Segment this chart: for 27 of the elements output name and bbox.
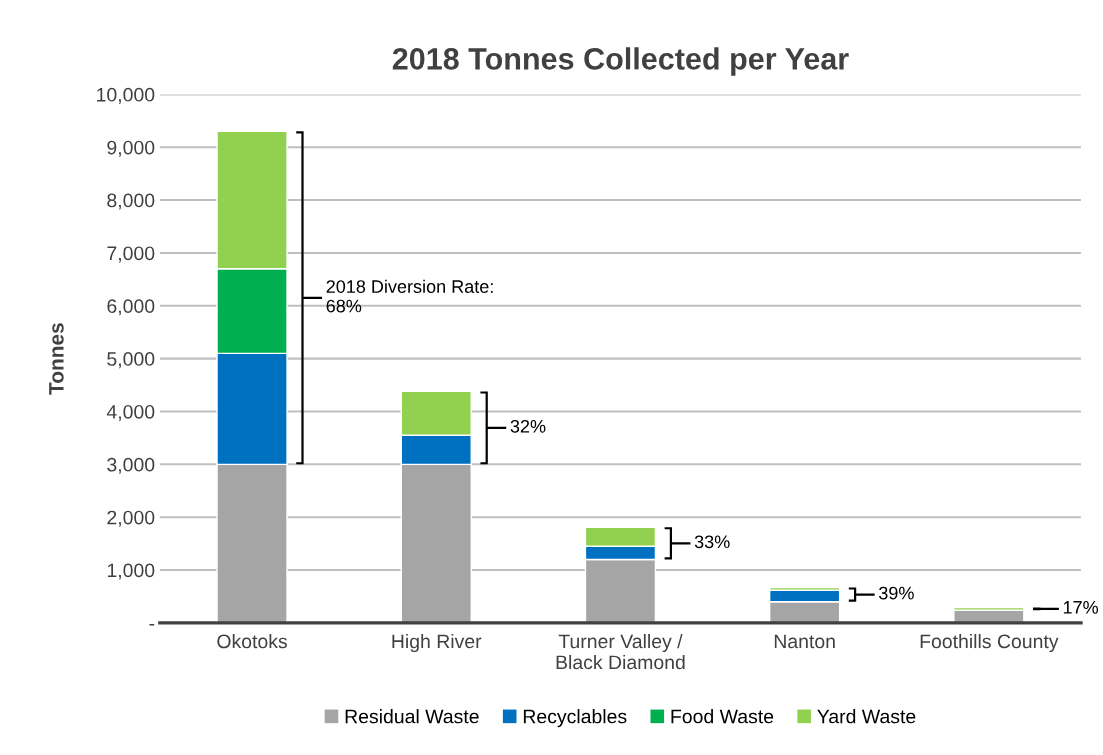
y-tick-label: 7,000 bbox=[107, 246, 155, 263]
y-tick-label: 1,000 bbox=[107, 563, 155, 580]
x-tick-label: Foothills County bbox=[920, 633, 1059, 653]
legend-label: Residual Waste bbox=[345, 709, 479, 724]
annotation: 39% bbox=[879, 586, 914, 600]
annotation: 17% bbox=[1063, 601, 1099, 614]
y-tick-label: 4,000 bbox=[106, 404, 155, 422]
x-tick-label: Nanton bbox=[774, 634, 835, 649]
annotation: 33% bbox=[694, 535, 730, 549]
legend-label: Recyclables bbox=[523, 709, 627, 728]
y-tick-label: - bbox=[149, 624, 155, 626]
annotation: 2018 Diversion Rate: 68% bbox=[326, 279, 493, 313]
chart-title: 2018 Tonnes Collected per Year bbox=[392, 47, 849, 76]
x-tick-label: Turner Valley / Black Diamond bbox=[556, 633, 685, 670]
y-tick-label: 6,000 bbox=[107, 299, 155, 316]
y-axis-title: Tonnes bbox=[49, 323, 64, 395]
y-tick-label: 10,000 bbox=[97, 87, 155, 104]
annotation: 32% bbox=[510, 419, 546, 433]
y-tick-label: 9,000 bbox=[107, 140, 155, 157]
y-tick-label: 5,000 bbox=[107, 352, 155, 369]
legend-label: Yard Waste bbox=[817, 709, 916, 724]
y-tick-label: 3,000 bbox=[107, 457, 155, 474]
y-tick-label: 2,000 bbox=[107, 510, 155, 527]
x-tick-label: High River bbox=[392, 633, 482, 653]
legend-label: Food Waste bbox=[671, 709, 774, 724]
y-tick-label: 8,000 bbox=[107, 193, 155, 210]
x-tick-label: Okotoks bbox=[217, 633, 287, 649]
